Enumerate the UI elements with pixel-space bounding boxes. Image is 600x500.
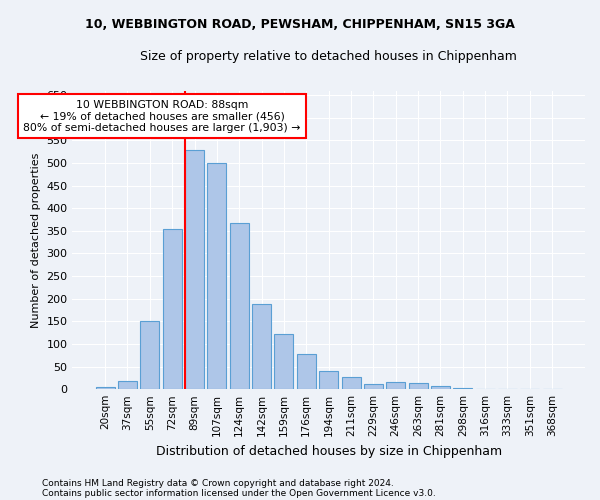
Bar — [453, 388, 472, 389]
Bar — [274, 334, 293, 389]
Text: 10 WEBBINGTON ROAD: 88sqm
← 19% of detached houses are smaller (456)
80% of semi: 10 WEBBINGTON ROAD: 88sqm ← 19% of detac… — [23, 100, 301, 132]
Text: Contains public sector information licensed under the Open Government Licence v3: Contains public sector information licen… — [42, 488, 436, 498]
Bar — [409, 384, 428, 389]
Text: 10, WEBBINGTON ROAD, PEWSHAM, CHIPPENHAM, SN15 3GA: 10, WEBBINGTON ROAD, PEWSHAM, CHIPPENHAM… — [85, 18, 515, 30]
Bar — [386, 382, 405, 389]
Bar — [208, 163, 226, 389]
Bar — [185, 150, 204, 389]
Bar — [118, 381, 137, 389]
Bar — [341, 376, 361, 389]
Y-axis label: Number of detached properties: Number of detached properties — [31, 152, 41, 328]
Bar — [252, 304, 271, 389]
X-axis label: Distribution of detached houses by size in Chippenham: Distribution of detached houses by size … — [155, 444, 502, 458]
Bar — [319, 371, 338, 389]
Bar — [364, 384, 383, 389]
Bar — [230, 222, 249, 389]
Title: Size of property relative to detached houses in Chippenham: Size of property relative to detached ho… — [140, 50, 517, 63]
Bar — [140, 322, 160, 389]
Bar — [163, 230, 182, 389]
Text: Contains HM Land Registry data © Crown copyright and database right 2024.: Contains HM Land Registry data © Crown c… — [42, 478, 394, 488]
Bar — [95, 387, 115, 389]
Bar — [297, 354, 316, 389]
Bar — [431, 386, 450, 389]
